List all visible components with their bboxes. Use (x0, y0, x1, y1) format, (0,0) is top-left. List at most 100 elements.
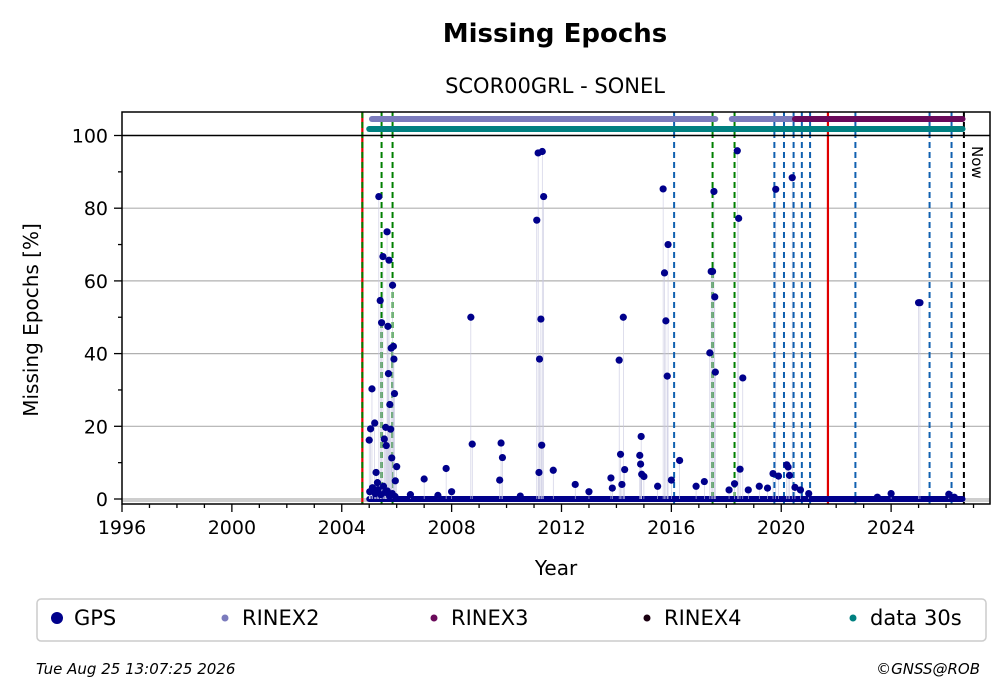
gps-point-73 (659, 185, 667, 193)
legend: GPS RINEX2 RINEX3 RINEX4 data 30s (51, 606, 962, 630)
gps-point-37 (391, 492, 399, 501)
gps-point-86 (711, 293, 719, 301)
gps-point-107 (873, 493, 881, 501)
grid-lines (122, 207, 990, 502)
gps-point-26 (393, 463, 401, 471)
gps-point-51 (535, 355, 544, 363)
gps-point-87 (711, 368, 719, 376)
x-tick-label-2008: 2008 (427, 517, 475, 539)
legend-marker-2 (430, 614, 438, 622)
gps-point-75 (662, 317, 670, 325)
legend-label-1: RINEX2 (242, 606, 320, 630)
gps-point-101 (784, 463, 792, 471)
gps-point-77 (664, 240, 672, 249)
gps-point-104 (791, 483, 799, 491)
legend-box (36, 598, 987, 642)
y-tick-label-80: 80 (84, 198, 108, 220)
gps-point-79 (676, 456, 684, 465)
data-availability-bars (366, 116, 966, 132)
y-tick-label-60: 60 (84, 271, 108, 293)
y-axis-ticks: 0 20 40 60 80 100 (72, 126, 122, 511)
chart-subtitle: SCOR00GRL - SONEL (445, 74, 665, 98)
gps-point-38 (406, 491, 415, 499)
gps-point-95 (755, 482, 763, 490)
gps-point-17 (386, 400, 394, 409)
gps-point-81 (700, 477, 708, 486)
gps-point-14 (384, 322, 392, 330)
gps-point-43 (467, 313, 475, 321)
y-tick-label-20: 20 (84, 416, 108, 438)
gps-point-2 (368, 385, 376, 393)
gps-point-93 (730, 480, 739, 488)
gps-point-20 (388, 454, 396, 462)
gps-point-74 (660, 269, 669, 277)
gps-point-55 (538, 441, 546, 449)
gps-point-6 (375, 192, 383, 201)
gps-point-48 (516, 492, 524, 500)
gps-point-0 (365, 436, 373, 444)
y-tick-label-0: 0 (96, 489, 108, 511)
gps-point-15 (384, 369, 393, 378)
gps-point-78 (667, 476, 675, 484)
legend-label-3: RINEX4 (664, 606, 742, 630)
gps-point-111 (945, 490, 953, 498)
legend-label-2: RINEX3 (451, 606, 529, 630)
gps-point-5 (373, 479, 382, 487)
gps-point-66 (621, 465, 629, 474)
gps-point-18 (387, 425, 395, 433)
y-axis-label: Missing Epochs [%] (19, 223, 43, 417)
gps-point-52 (537, 315, 545, 323)
plot-frame (121, 111, 991, 505)
gps-point-65 (619, 313, 627, 321)
footer-timestamp: Tue Aug 25 13:07:25 2026 (36, 660, 235, 678)
x-axis-ticks: 1996 2000 2004 2008 2012 2016 2020 2024 (98, 504, 975, 539)
gps-point-54 (540, 192, 548, 201)
footer-copyright: ©GNSS@ROB (876, 660, 980, 678)
legend-marker-3 (643, 614, 651, 622)
gps-point-108 (887, 489, 895, 498)
x-tick-label-2000: 2000 (208, 517, 256, 539)
gps-point-103 (788, 174, 796, 182)
gps-point-24 (390, 389, 399, 398)
gps-point-3 (371, 419, 379, 427)
gps-point-91 (736, 465, 744, 473)
gps-point-13 (383, 228, 391, 236)
gps-point-44 (468, 440, 476, 448)
gps-point-59 (585, 488, 593, 496)
gps-point-112 (950, 493, 958, 501)
gps-point-22 (389, 342, 397, 350)
x-axis-label: Year (534, 556, 578, 580)
gps-point-105 (796, 486, 805, 494)
gps-point-56 (535, 468, 543, 477)
gps-point-80 (692, 482, 700, 490)
gps-point-71 (640, 472, 648, 481)
x-tick-label-2020: 2020 (757, 517, 805, 539)
gps-point-62 (615, 356, 623, 364)
gps-point-61 (608, 484, 616, 492)
gps-point-8 (377, 319, 386, 327)
gps-point-53 (538, 147, 546, 156)
gps-point-98 (772, 185, 780, 193)
legend-marker-4 (849, 614, 857, 622)
gps-point-4 (372, 468, 380, 477)
gps-point-7 (376, 296, 384, 305)
gps-point-106 (805, 489, 813, 498)
gps-point-45 (497, 439, 505, 447)
legend-marker-1 (221, 614, 229, 622)
y-tick-label-100: 100 (72, 126, 108, 148)
gps-points (365, 147, 966, 502)
gps-point-40 (434, 491, 442, 499)
chart-title: Missing Epochs (443, 19, 667, 49)
gps-point-16 (385, 256, 393, 264)
x-tick-label-2012: 2012 (537, 517, 585, 539)
gps-point-64 (618, 480, 626, 489)
gps-point-69 (637, 460, 645, 468)
gps-point-41 (442, 464, 450, 473)
gps-point-96 (763, 484, 772, 492)
gps-point-58 (571, 480, 579, 489)
gps-point-46 (498, 453, 507, 462)
legend-label-0: GPS (74, 606, 116, 630)
gps-point-42 (448, 488, 456, 496)
gps-point-57 (549, 466, 557, 474)
